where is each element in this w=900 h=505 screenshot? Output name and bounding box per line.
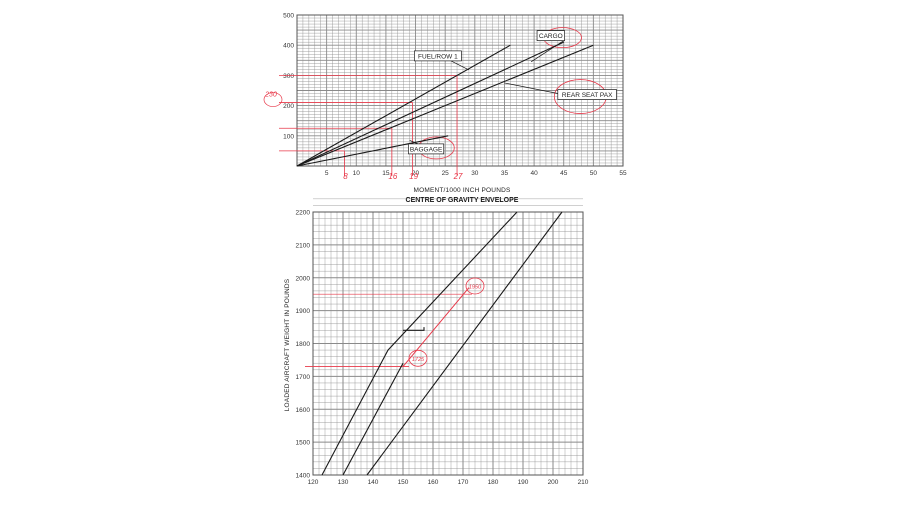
top-x-tick-label: 15: [382, 170, 390, 177]
top-x-tick-label: 5: [325, 170, 329, 177]
series-label: FUEL/ROW 1: [418, 53, 458, 60]
top-x-tick-label: 35: [501, 170, 509, 177]
bottom-ticks: 120 130 140 150 160 170 180 190 200 210 1400 1500 16…: [296, 210, 589, 487]
series-label-box: [408, 143, 445, 155]
top-series-line: [296, 135, 449, 167]
top-y-tick-label: 100: [283, 133, 294, 140]
series-label: CARGO: [539, 33, 563, 40]
bottom-x-tick-label: 140: [368, 479, 379, 486]
envelope-line: [366, 211, 563, 476]
bottom-x-tick-label: 120: [308, 479, 319, 486]
top-x-tick-label: 30: [471, 170, 479, 177]
top-x-tick-label: 55: [619, 170, 627, 177]
top-y-tick-label: 500: [283, 13, 294, 20]
handwritten-weight-1: 1725: [412, 357, 425, 363]
bottom-x-tick-label: 210: [578, 479, 589, 486]
bottom-x-tick-label: 190: [518, 479, 529, 486]
bottom-x-tick-label: 150: [398, 479, 409, 486]
bottom-y-tick-label: 1900: [296, 308, 311, 315]
cg-point-circle-1: [408, 349, 428, 367]
cg-point-circle-2: [465, 277, 485, 295]
top-x-tick-label: 10: [353, 170, 361, 177]
bottom-x-tick-label: 170: [458, 479, 469, 486]
bottom-y-tick-label: 1400: [296, 473, 311, 480]
top-series-line: [296, 41, 564, 167]
handwritten-weight-2: 1950: [469, 284, 482, 290]
bottom-y-tick-label: 2000: [296, 275, 311, 282]
bottom-y-tick-label: 1800: [296, 341, 311, 348]
leader-line: [530, 40, 564, 63]
envelope-line: [321, 211, 518, 476]
top-handwritten-mark: 27: [453, 172, 463, 181]
top-plot-frame: [296, 14, 624, 167]
bottom-grid: [312, 198, 584, 476]
envelope-line: [403, 327, 425, 331]
top-series-line: [296, 44, 511, 167]
series-label-box: [557, 89, 617, 100]
top-ticks: 5 10 15 20 25 30 35 40 45 50 55 100 200 300 400 500: [283, 13, 627, 178]
bottom-y-tick-label: 1500: [296, 440, 311, 447]
bottom-x-tick-label: 180: [488, 479, 499, 486]
series-label-box: [536, 30, 565, 41]
envelope-lines: [321, 211, 563, 476]
leader-line: [450, 60, 470, 71]
top-x-tick-label: 20: [412, 170, 420, 177]
top-handwritten-mark: 16: [388, 172, 397, 181]
top-annotations: 8 16 19 27 230: [263, 27, 607, 181]
bottom-x-tick-label: 200: [548, 479, 559, 486]
bottom-y-tick-label: 2200: [296, 210, 311, 217]
top-x-tick-label: 50: [590, 170, 598, 177]
top-series-labels: FUEL/ROW 1 CARGO REAR SEAT PAX BAGGAGE: [408, 30, 617, 155]
bottom-y-tick-label: 1700: [296, 374, 311, 381]
top-circle-note: [263, 92, 283, 107]
top-series-lines: [296, 41, 594, 167]
envelope-line: [342, 362, 404, 476]
bottom-annotations: 1725 1950: [305, 277, 485, 367]
plotted-cg-line: [402, 287, 470, 367]
cg-moment-chart: 5 10 15 20 25 30 35 40 45 50 55 100 200 300 400 500 8 16…: [263, 13, 627, 204]
series-label-box: [414, 50, 462, 62]
bottom-y-tick-label: 2100: [296, 242, 311, 249]
top-x-tick-label: 25: [442, 170, 450, 177]
leader-line: [504, 82, 558, 94]
series-label: BAGGAGE: [410, 146, 443, 153]
bottom-y-axis-label: LOADED AIRCRAFT WEIGHT IN POUNDS: [284, 278, 291, 411]
top-handwritten-mark: 8: [343, 172, 348, 181]
bottom-plot-frame: [312, 211, 584, 476]
top-grid: [296, 14, 624, 167]
top-x-axis-label: MOMENT/1000 INCH POUNDS: [413, 187, 511, 194]
top-y-tick-label: 200: [283, 103, 294, 110]
top-y-tick-label: 300: [283, 73, 294, 80]
bottom-x-tick-label: 160: [428, 479, 439, 486]
top-handwritten-mark: 19: [409, 172, 418, 181]
series-label: REAR SEAT PAX: [562, 92, 613, 99]
top-x-tick-label: 40: [530, 170, 538, 177]
weight-moment-envelope-chart: 120 130 140 150 160 170 180 190 200 210 1400 1500 16…: [284, 198, 589, 487]
bottom-y-tick-label: 1600: [296, 407, 311, 414]
bottom-x-tick-label: 130: [338, 479, 349, 486]
top-series-line: [296, 44, 594, 167]
top-chart-title: CENTRE OF GRAVITY ENVELOPE: [406, 197, 519, 204]
top-handwritten-note: 230: [264, 92, 277, 99]
top-x-tick-label: 45: [560, 170, 568, 177]
top-y-tick-label: 400: [283, 43, 294, 50]
